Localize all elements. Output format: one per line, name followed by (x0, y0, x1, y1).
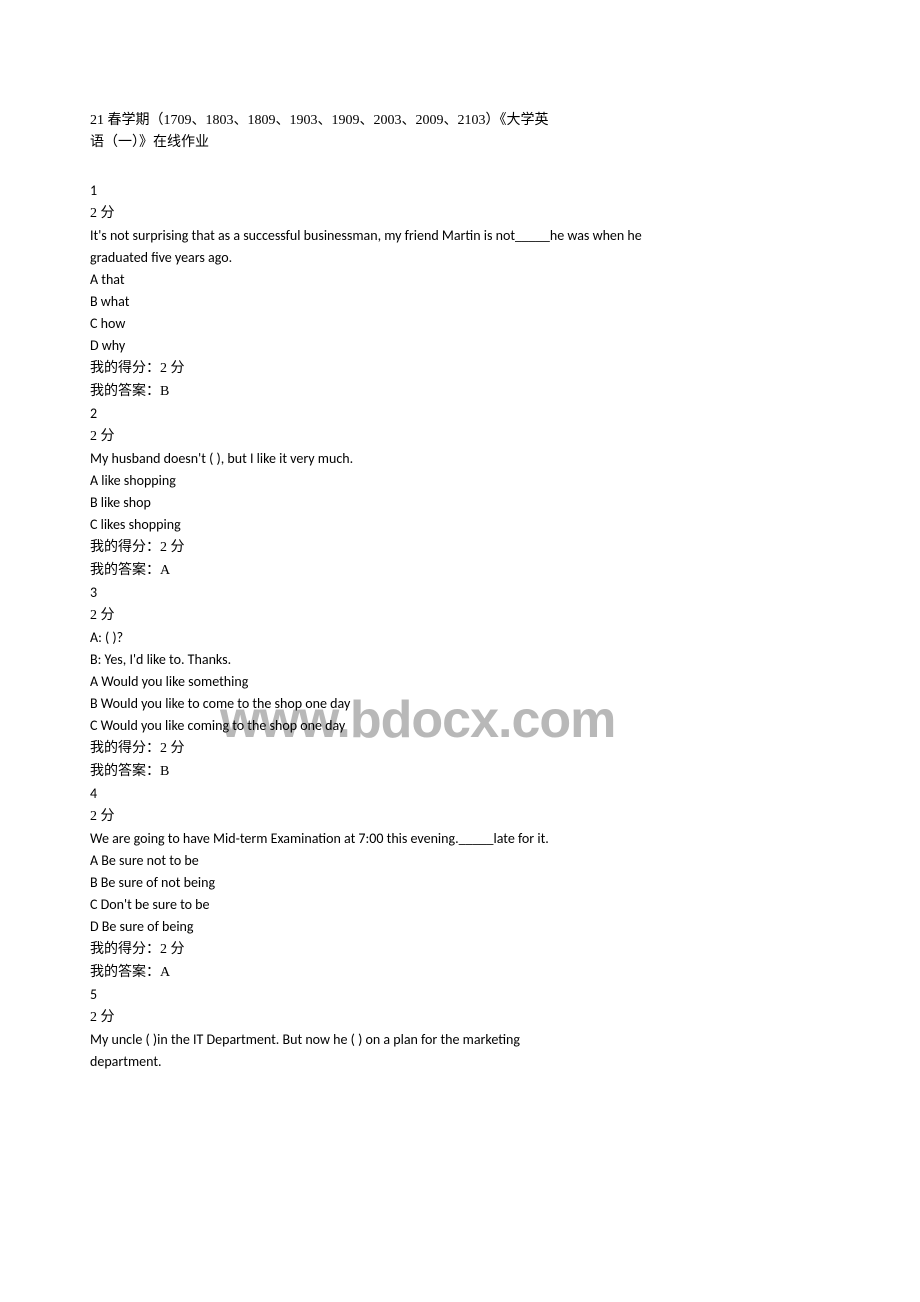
q1-number: 1 (90, 182, 97, 199)
q3-option-b: B Would you like to come to the shop one… (90, 693, 830, 715)
q2-stem-1: My husband doesn't ( ), but I like it ve… (90, 448, 830, 470)
q2-option-b: B like shop (90, 492, 830, 514)
q4-option-d: D Be sure of being (90, 916, 830, 938)
q4-stem-1: We are going to have Mid-term Examinatio… (90, 828, 830, 850)
q1-points: 2 分 (90, 206, 115, 221)
q4-option-a: A Be sure not to be (90, 850, 830, 872)
header-line-1: 21 春学期（1709、1803、1809、1903、1909、2003、200… (90, 110, 830, 132)
q3-score: 我的得分：2 分 (90, 741, 185, 756)
q1-stem-2: graduated five years ago. (90, 247, 830, 269)
q4-option-b: B Be sure of not being (90, 872, 830, 894)
q5-stem-2: department. (90, 1051, 830, 1073)
q5-stem-1: My uncle ( )in the IT Department. But no… (90, 1029, 830, 1051)
q1-option-d: D why (90, 335, 830, 357)
q4-points: 2 分 (90, 809, 115, 824)
q1-answer: 我的答案：B (90, 384, 169, 399)
q2-answer: 我的答案：A (90, 563, 170, 578)
q4-answer: 我的答案：A (90, 965, 170, 980)
q1-score: 我的得分：2 分 (90, 361, 185, 376)
q1-option-c: C how (90, 313, 830, 335)
q4-number: 4 (90, 785, 97, 802)
q5-points: 2 分 (90, 1010, 115, 1025)
q2-number: 2 (90, 405, 97, 422)
q3-points: 2 分 (90, 608, 115, 623)
q2-option-a: A like shopping (90, 470, 830, 492)
q3-option-c: C Would you like coming to the shop one … (90, 715, 830, 737)
q3-number: 3 (90, 584, 97, 601)
header-line-2: 语（一）》在线作业 (90, 132, 830, 154)
q3-answer: 我的答案：B (90, 764, 169, 779)
q5-number: 5 (90, 986, 97, 1003)
q1-option-a: A that (90, 269, 830, 291)
q2-score: 我的得分：2 分 (90, 540, 185, 555)
q4-option-c: C Don't be sure to be (90, 894, 830, 916)
q3-stem-1: A: ( )? (90, 627, 830, 649)
q3-stem-2: B: Yes, I'd like to. Thanks. (90, 649, 830, 671)
q3-option-a: A Would you like something (90, 671, 830, 693)
q4-score: 我的得分：2 分 (90, 942, 185, 957)
q2-points: 2 分 (90, 429, 115, 444)
q1-option-b: B what (90, 291, 830, 313)
q1-stem-1: It's not surprising that as a successful… (90, 225, 830, 247)
q2-option-c: C likes shopping (90, 514, 830, 536)
